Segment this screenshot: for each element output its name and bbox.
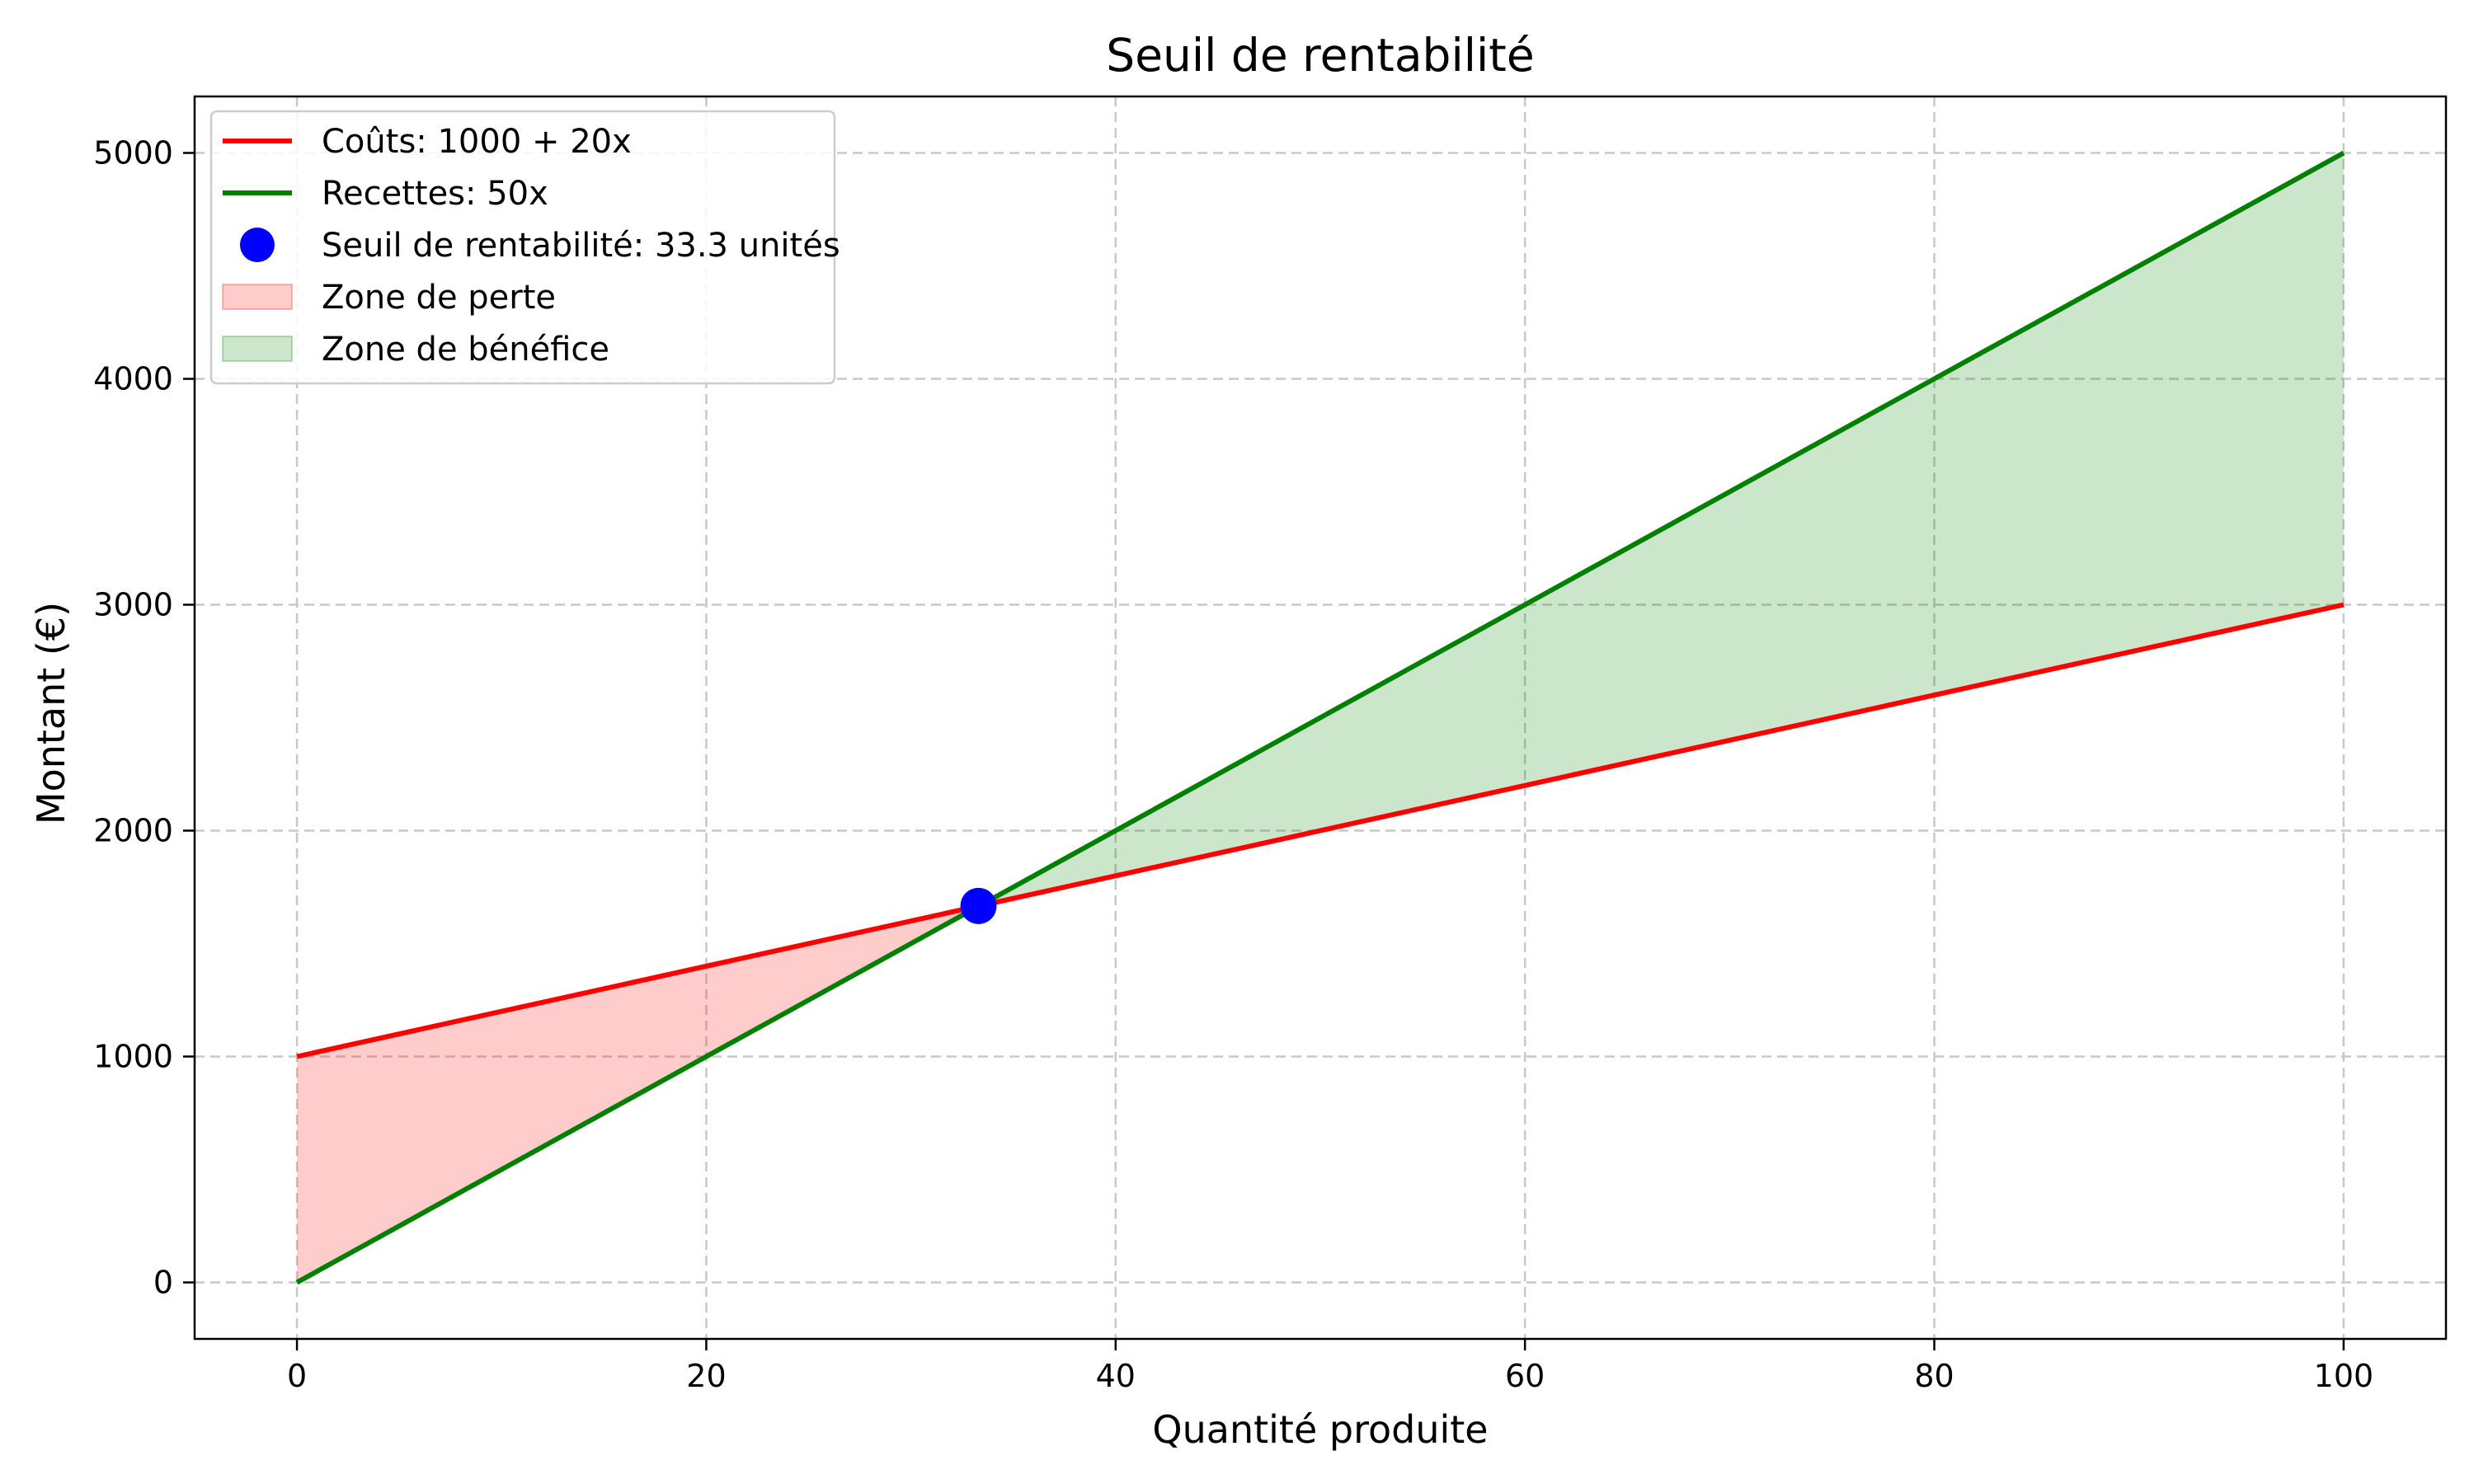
- x-axis-label: Quantité produite: [1152, 1407, 1488, 1452]
- y-tick-label: 5000: [93, 135, 173, 171]
- y-tick-label: 4000: [93, 361, 173, 397]
- legend-loss-zone: Zone de perte: [222, 279, 556, 317]
- revenue-line: [295, 150, 2345, 1285]
- plot-frame: [193, 95, 2448, 1341]
- x-tick-label: 0: [287, 1358, 307, 1394]
- y-axis-label: Montant (€): [29, 602, 73, 824]
- legend-patch-swatch: [222, 284, 293, 310]
- x-tick-label: 100: [2314, 1358, 2374, 1394]
- legend-label: Coûts: 1000 + 20x: [322, 123, 632, 161]
- points: [960, 887, 997, 924]
- cost-line: [296, 602, 2345, 1059]
- legend-profit-zone: Zone de bénéfice: [222, 331, 609, 369]
- x-tick-label: 40: [1096, 1358, 1136, 1394]
- y-tick-label: 2000: [93, 813, 173, 849]
- legend: Coûts: 1000 + 20x Recettes: 50x Seuil de r…: [209, 110, 840, 385]
- legend-label: Zone de perte: [322, 279, 556, 317]
- x-tick-label: 20: [686, 1358, 726, 1394]
- legend-break-even: Seuil de rentabilité: 33.3 unités: [240, 227, 840, 265]
- legend-label: Recettes: 50x: [322, 175, 548, 213]
- y-tick-label: 0: [153, 1265, 173, 1301]
- legend-revenue: Recettes: 50x: [223, 175, 548, 213]
- legend-patch-swatch: [222, 336, 293, 362]
- chart-title: Seuil de rentabilité: [1106, 29, 1534, 82]
- legend-box: [209, 110, 836, 385]
- x-tick-label: 80: [1914, 1358, 1954, 1394]
- series-lines: [295, 150, 2345, 1285]
- x-tick-label: 60: [1505, 1358, 1545, 1394]
- legend-cost: Coûts: 1000 + 20x: [223, 123, 632, 161]
- legend-dot-swatch: [240, 228, 275, 262]
- legend-label: Seuil de rentabilité: 33.3 unités: [322, 227, 840, 265]
- break-even-point: [960, 887, 997, 924]
- legend-label: Zone de bénéfice: [322, 331, 609, 369]
- y-tick-label: 1000: [93, 1039, 173, 1075]
- y-tick-label: 3000: [93, 587, 173, 623]
